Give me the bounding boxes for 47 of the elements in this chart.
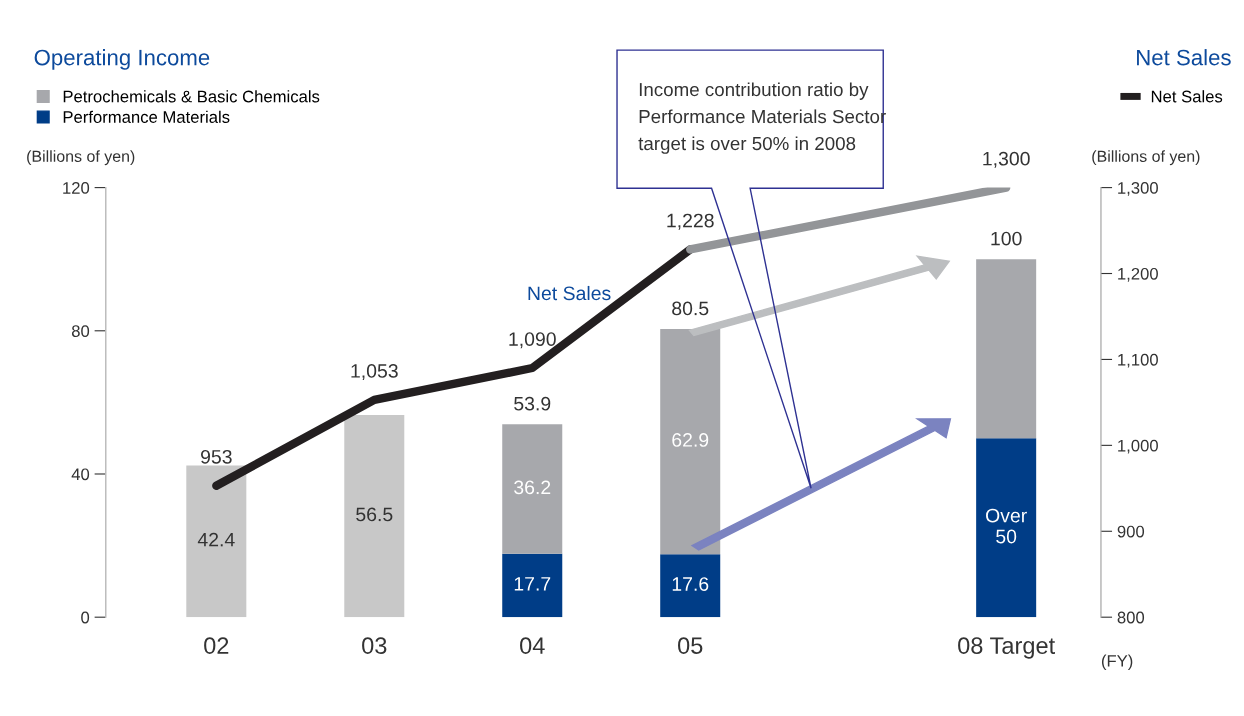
data-label: 1,053 <box>351 364 398 381</box>
legend-label: Performance Materials <box>63 110 230 123</box>
y2-tick-label: 1,100 <box>1118 353 1158 368</box>
x-tick-label: 08 Target <box>958 637 1055 659</box>
annotation: Net Sales <box>528 285 611 301</box>
y2-tick-label: 800 <box>1117 611 1145 624</box>
data-label: 17.7 <box>514 577 551 591</box>
x-axis-title: (FY) <box>1101 654 1133 671</box>
data-label: Over 50 <box>986 508 1027 544</box>
x-tick-label: 03 <box>362 637 387 654</box>
y-axis-title: (Billions of yen) <box>27 150 135 166</box>
y-tick-label: 120 <box>63 181 90 194</box>
y2-tick-label: 1,000 <box>1118 439 1158 454</box>
total-label: 53.9 <box>514 396 551 411</box>
data-label: 1,090 <box>509 332 556 349</box>
y-tick-label: 80 <box>71 325 90 337</box>
bar <box>660 329 721 555</box>
bar <box>502 553 563 618</box>
y-tick-label: 0 <box>81 611 90 624</box>
x-tick-label: 02 <box>204 637 229 654</box>
bar <box>502 424 563 554</box>
data-label: 62.9 <box>672 433 709 447</box>
legend-label: Net Sales <box>1151 90 1223 103</box>
bar <box>660 554 721 618</box>
x-tick-label: 05 <box>678 637 703 654</box>
data-label: 953 <box>201 449 232 464</box>
text: Net Sales <box>1137 49 1231 66</box>
bar <box>186 465 247 618</box>
bar <box>344 414 405 618</box>
data-label: 1,300 <box>983 151 1030 168</box>
bar <box>976 438 1037 618</box>
y2-tick-label: 1,200 <box>1118 267 1158 282</box>
data-label: 36.2 <box>514 480 551 495</box>
data-label: 42.4 <box>197 532 235 547</box>
data-label: 56.5 <box>356 507 393 522</box>
legend-label: Petrochemicals & Basic Chemicals <box>63 90 320 103</box>
data-label: 1,228 <box>667 213 714 230</box>
y2-axis-title: (Billions of yen) <box>1092 150 1200 166</box>
y-tick-label: 40 <box>71 468 90 481</box>
text: Operating Income <box>34 49 210 70</box>
x-tick-label: 04 <box>520 637 545 654</box>
y2-tick-label: 900 <box>1117 525 1145 538</box>
total-label: 100 <box>991 231 1022 246</box>
bar <box>976 259 1037 439</box>
data-label: 17.6 <box>672 577 709 591</box>
y2-tick-label: 1,300 <box>1118 181 1158 196</box>
total-label: 80.5 <box>672 301 709 316</box>
